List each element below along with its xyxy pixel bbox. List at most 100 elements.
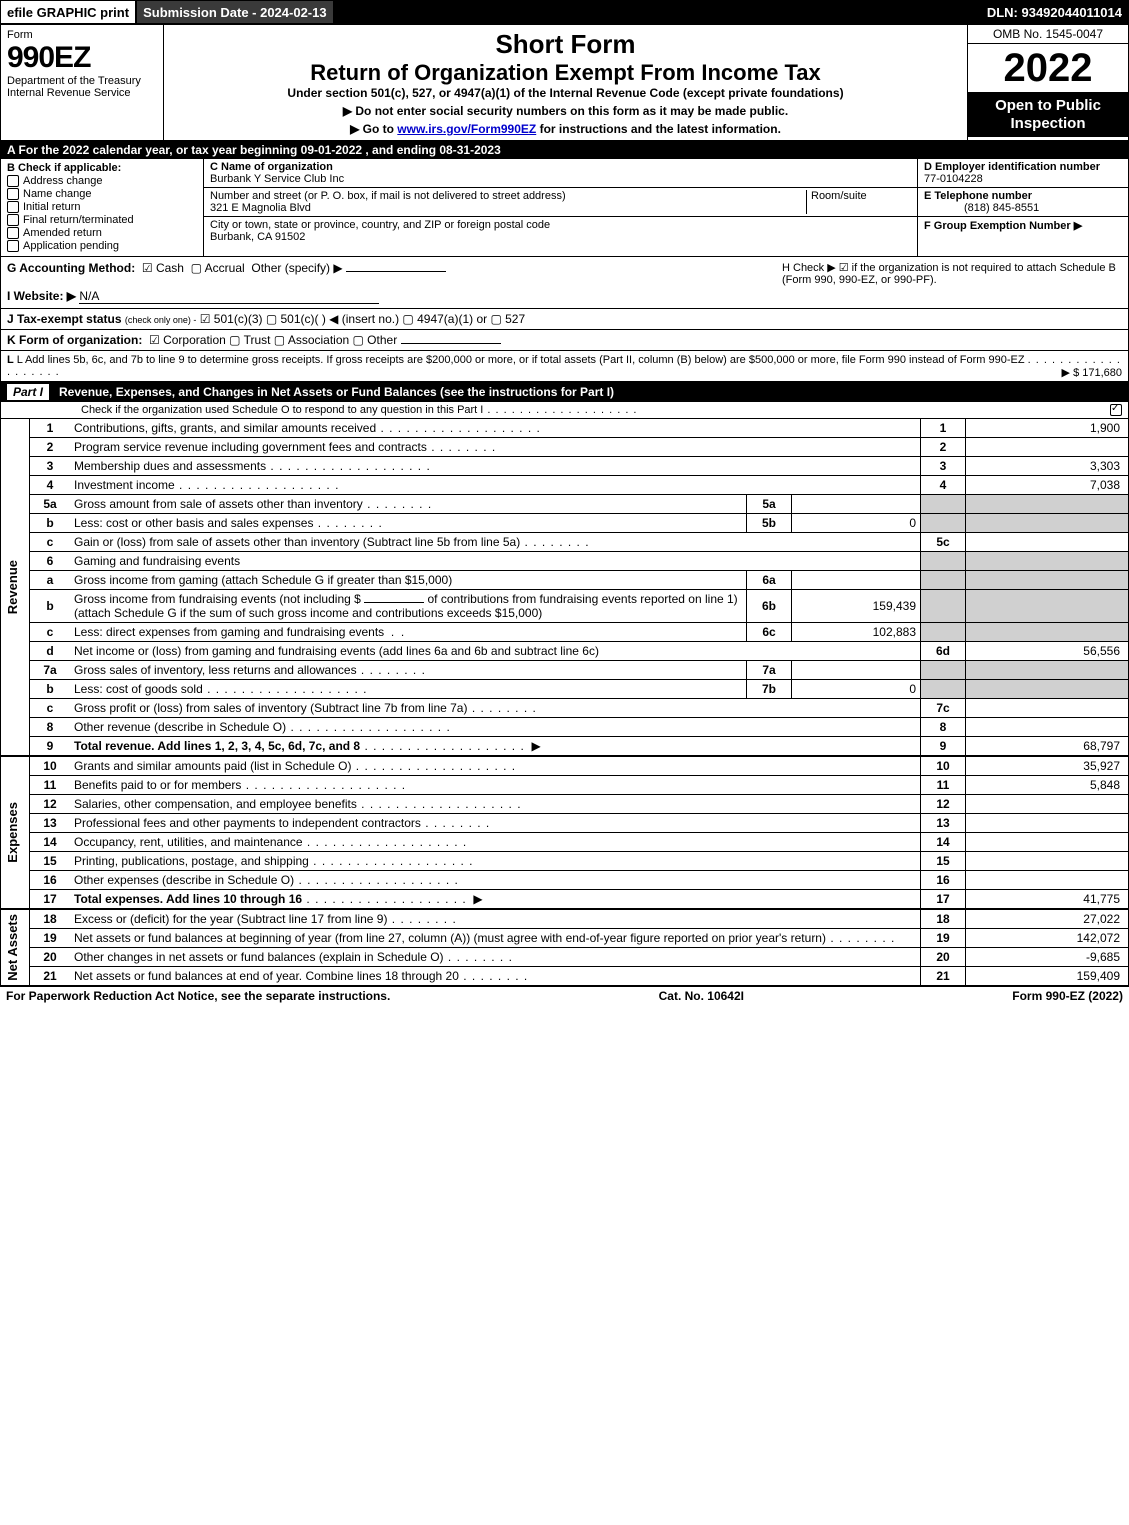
line-num: 3	[30, 457, 71, 476]
line-num: 11	[30, 776, 71, 795]
line-desc: Other expenses (describe in Schedule O)	[70, 871, 921, 890]
mid-val: 159,439	[792, 590, 921, 623]
line-desc: Gross income from fundraising events (no…	[70, 590, 747, 623]
right-num: 4	[921, 476, 966, 495]
right-num: 3	[921, 457, 966, 476]
dots-icon	[286, 720, 451, 734]
dots-icon	[360, 739, 525, 753]
line-num: 19	[30, 929, 71, 948]
right-val: 35,927	[966, 756, 1129, 776]
dots-icon	[376, 421, 541, 435]
checkbox-icon	[7, 188, 19, 200]
check-label: Name change	[23, 188, 92, 200]
section-de: D Employer identification number 77-0104…	[917, 159, 1128, 256]
checkbox-icon	[7, 201, 19, 213]
line-4: 4 Investment income 4 7,038	[1, 476, 1128, 495]
line-num: 7a	[30, 661, 71, 680]
part-1-header: Part I Revenue, Expenses, and Changes in…	[1, 382, 1128, 402]
section-b: B Check if applicable: Address change Na…	[1, 159, 204, 256]
line-num: 4	[30, 476, 71, 495]
right-val: 159,409	[966, 967, 1129, 986]
line-desc: Other changes in net assets or fund bala…	[70, 948, 921, 967]
line-desc: Less: cost or other basis and sales expe…	[70, 514, 747, 533]
omb-number: OMB No. 1545-0047	[968, 25, 1128, 44]
line-6a: a Gross income from gaming (attach Sched…	[1, 571, 1128, 590]
sched-o-checkbox[interactable]	[1110, 404, 1122, 416]
submission-date: Submission Date - 2024-02-13	[137, 1, 335, 23]
mid-num: 5b	[747, 514, 792, 533]
line-14: 14 Occupancy, rent, utilities, and maint…	[1, 833, 1128, 852]
dots-icon	[520, 535, 589, 549]
check-amended[interactable]: Amended return	[7, 227, 197, 239]
phone-label: E Telephone number	[924, 190, 1032, 202]
netassets-label: Net Assets	[5, 914, 20, 981]
line-desc: Contributions, gifts, grants, and simila…	[70, 419, 921, 438]
right-val-shaded	[966, 680, 1129, 699]
right-val-shaded	[966, 590, 1129, 623]
form-number: 990EZ	[7, 41, 157, 75]
line-num: 8	[30, 718, 71, 737]
check-final-return[interactable]: Final return/terminated	[7, 214, 197, 226]
right-num: 7c	[921, 699, 966, 718]
department: Department of the Treasury Internal Reve…	[7, 75, 157, 99]
line-16: 16 Other expenses (describe in Schedule …	[1, 871, 1128, 890]
right-num-shaded	[921, 495, 966, 514]
mid-num: 7a	[747, 661, 792, 680]
mid-num: 6c	[747, 623, 792, 642]
right-num: 2	[921, 438, 966, 457]
top-bar: efile GRAPHIC print Submission Date - 20…	[1, 1, 1128, 25]
l-text: L Add lines 5b, 6c, and 7b to line 9 to …	[17, 354, 1025, 366]
sched-o-row: Check if the organization used Schedule …	[1, 402, 1128, 419]
right-num: 15	[921, 852, 966, 871]
room-suite: Room/suite	[806, 190, 911, 214]
dots-icon	[387, 912, 456, 926]
efile-print[interactable]: efile GRAPHIC print	[1, 1, 137, 23]
dots-icon	[357, 797, 522, 811]
g-other-input[interactable]	[346, 271, 446, 272]
line-11: 11 Benefits paid to or for members 11 5,…	[1, 776, 1128, 795]
k-opts: ☑ Corporation ▢ Trust ▢ Association ▢ Ot…	[149, 333, 397, 347]
right-val: 142,072	[966, 929, 1129, 948]
line-num: 17	[30, 890, 71, 910]
right-num: 21	[921, 967, 966, 986]
line-num: b	[30, 590, 71, 623]
line-desc: Gain or (loss) from sale of assets other…	[70, 533, 921, 552]
right-val: 7,038	[966, 476, 1129, 495]
line-num: 6	[30, 552, 71, 571]
line-7b: b Less: cost of goods sold 7b 0	[1, 680, 1128, 699]
dots-icon	[483, 404, 637, 416]
city: Burbank, CA 91502	[210, 231, 305, 243]
line-desc: Grants and similar amounts paid (list in…	[70, 756, 921, 776]
i-label: I Website: ▶	[7, 289, 76, 303]
open-to-public: Open to Public Inspection	[968, 93, 1128, 137]
check-app-pending[interactable]: Application pending	[7, 240, 197, 252]
g-label: G Accounting Method:	[7, 261, 135, 275]
right-val: 3,303	[966, 457, 1129, 476]
line-desc: Excess or (deficit) for the year (Subtra…	[70, 909, 921, 929]
right-num: 17	[921, 890, 966, 910]
info-block: B Check if applicable: Address change Na…	[1, 159, 1128, 257]
section-a: A For the 2022 calendar year, or tax yea…	[1, 141, 1128, 159]
check-name-change[interactable]: Name change	[7, 188, 197, 200]
phone: (818) 845-8551	[924, 202, 1039, 214]
right-val	[966, 795, 1129, 814]
check-initial-return[interactable]: Initial return	[7, 201, 197, 213]
checkbox-icon	[7, 227, 19, 239]
irs-link[interactable]: www.irs.gov/Form990EZ	[397, 122, 536, 136]
line-6d: d Net income or (loss) from gaming and f…	[1, 642, 1128, 661]
line-num: 14	[30, 833, 71, 852]
check-address-change[interactable]: Address change	[7, 175, 197, 187]
right-num: 19	[921, 929, 966, 948]
right-num: 18	[921, 909, 966, 929]
right-num-shaded	[921, 571, 966, 590]
line-21: 21 Net assets or fund balances at end of…	[1, 967, 1128, 986]
right-val: 56,556	[966, 642, 1129, 661]
line-num: b	[30, 514, 71, 533]
section-k: K Form of organization: ☑ Corporation ▢ …	[1, 330, 1128, 351]
k-other-input[interactable]	[401, 343, 501, 344]
contrib-input[interactable]	[364, 602, 424, 603]
header-right: OMB No. 1545-0047 2022 Open to Public In…	[968, 25, 1128, 140]
right-num-shaded	[921, 514, 966, 533]
expenses-label: Expenses	[5, 802, 20, 863]
section-l: L L Add lines 5b, 6c, and 7b to line 9 t…	[1, 351, 1128, 382]
